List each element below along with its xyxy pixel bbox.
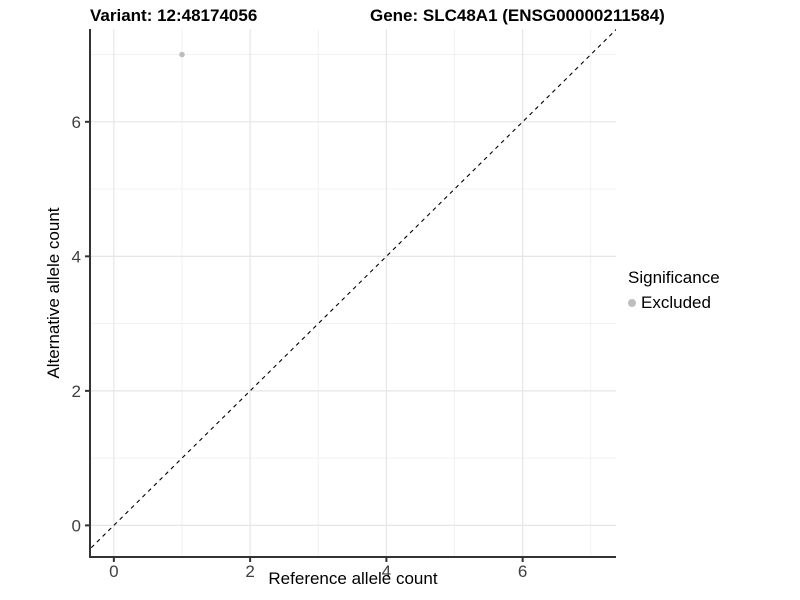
x-axis-title: Reference allele count bbox=[268, 569, 438, 588]
x-tick-label: 0 bbox=[109, 562, 118, 581]
plot-title-gene: Gene: SLC48A1 (ENSG00000211584) bbox=[370, 6, 665, 25]
data-point bbox=[179, 51, 185, 58]
legend: Significance Excluded bbox=[628, 268, 720, 313]
axis-ticks bbox=[85, 120, 524, 562]
legend-point-icon bbox=[628, 299, 636, 307]
plot-title-variant: Variant: 12:48174056 bbox=[90, 6, 258, 25]
y-tick-label: 2 bbox=[72, 382, 81, 401]
axis-tick-labels: 0 2 4 6 0 2 4 6 bbox=[72, 113, 528, 581]
y-tick-label: 6 bbox=[72, 113, 81, 132]
legend-title: Significance bbox=[628, 268, 720, 287]
legend-item-label: Excluded bbox=[641, 293, 711, 312]
x-tick-label: 2 bbox=[245, 562, 254, 581]
identity-line bbox=[90, 29, 616, 550]
x-tick-label: 6 bbox=[518, 562, 527, 581]
grid-minor bbox=[90, 29, 616, 557]
y-tick-label: 4 bbox=[72, 247, 81, 266]
legend-item-excluded: Excluded bbox=[628, 293, 720, 313]
y-axis-title: Alternative allele count bbox=[44, 207, 63, 379]
y-tick-label: 0 bbox=[72, 516, 81, 535]
grid-major bbox=[90, 29, 616, 557]
x-tick-label: 4 bbox=[382, 562, 391, 581]
